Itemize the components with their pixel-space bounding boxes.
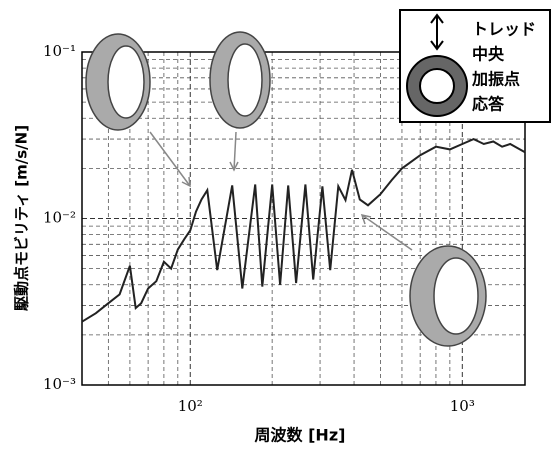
y-axis-label: 駆動点モビリティ [m/s/N] <box>13 125 31 311</box>
x-tick-label: 10³ <box>450 397 475 415</box>
x-axis-label: 周波数 [Hz] <box>255 426 346 445</box>
y-tick-label: 10⁻¹ <box>43 42 76 60</box>
x-tick-label: 10² <box>178 397 203 415</box>
legend-box: トレッド 中央 加振点 応答 <box>400 10 550 122</box>
y-tick-label: 10⁻³ <box>43 375 76 393</box>
chart: トレッド 中央 加振点 応答 周波数 [Hz] 駆動点モビリティ [m/s/N]… <box>0 0 557 448</box>
annotation: 中央 <box>472 45 505 64</box>
y-tick-label: 10⁻² <box>43 209 76 227</box>
annotation: トレッド <box>472 20 536 39</box>
annotation: 加振点 <box>471 70 520 89</box>
annotation: 応答 <box>472 95 505 114</box>
